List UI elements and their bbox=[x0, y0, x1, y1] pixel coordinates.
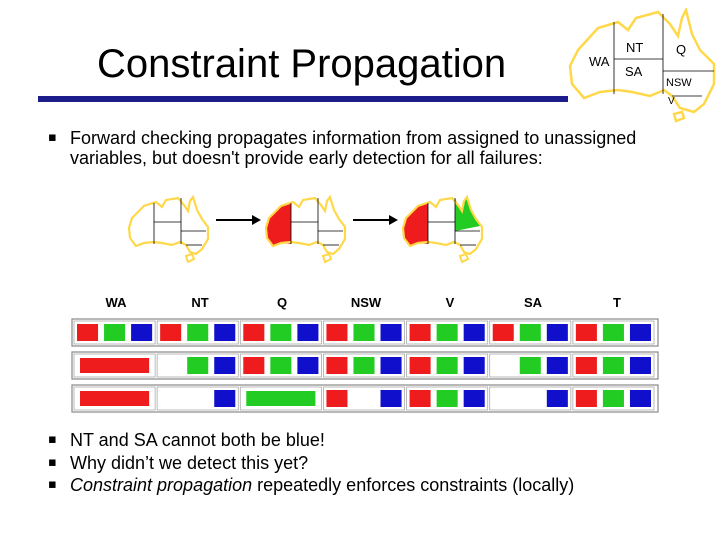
column-header-t: T bbox=[613, 295, 621, 310]
domain-value-b bbox=[214, 324, 236, 341]
domain-value-r bbox=[326, 390, 348, 407]
domain-value-b bbox=[463, 324, 485, 341]
bullet-item: ▪ Forward checking propagates informatio… bbox=[48, 128, 648, 168]
domain-value-g bbox=[602, 357, 624, 374]
domain-value-r bbox=[160, 324, 182, 341]
tasmania-outline bbox=[672, 110, 686, 123]
filled-region-wa bbox=[403, 203, 428, 246]
domain-value-b bbox=[380, 324, 402, 341]
domain-value-g bbox=[246, 391, 316, 406]
bullet-text: NT and SA cannot both be blue! bbox=[70, 430, 325, 450]
domain-value-b bbox=[629, 357, 651, 374]
domain-value-r bbox=[575, 390, 597, 407]
tasmania-shape bbox=[184, 252, 196, 264]
domain-value-g bbox=[519, 324, 541, 341]
domain-value-b bbox=[297, 357, 319, 374]
domain-value-r bbox=[409, 357, 431, 374]
bottom-bullet-list: ▪ NT and SA cannot both be blue! ▪ Why d… bbox=[48, 430, 688, 498]
title-underline bbox=[38, 96, 568, 102]
column-header-v: V bbox=[446, 295, 455, 310]
region-label-v: V bbox=[668, 96, 675, 107]
progress-map-2 bbox=[264, 194, 347, 264]
domain-value-b bbox=[463, 357, 485, 374]
domain-value-g bbox=[270, 324, 292, 341]
domain-value-g bbox=[602, 324, 624, 341]
domain-value-g bbox=[436, 390, 458, 407]
domain-value-g bbox=[436, 324, 458, 341]
domain-value-r bbox=[409, 390, 431, 407]
domain-value-b bbox=[463, 390, 485, 407]
domain-value-r bbox=[575, 357, 597, 374]
domain-value-g bbox=[187, 324, 209, 341]
tasmania-shape bbox=[321, 252, 333, 264]
domain-value-r bbox=[243, 357, 265, 374]
domain-value-b bbox=[546, 390, 568, 407]
progress-map-1 bbox=[128, 194, 210, 264]
column-header-wa: WA bbox=[106, 295, 128, 310]
domain-value-g bbox=[353, 324, 375, 341]
progress-map-3 bbox=[401, 194, 484, 264]
tasmania-shape bbox=[458, 252, 470, 264]
domain-value-g bbox=[602, 390, 624, 407]
bullet-item: ▪ Why didn’t we detect this yet? bbox=[48, 453, 688, 473]
slide-title: Constraint Propagation bbox=[97, 42, 507, 86]
bullet-emphasis: Constraint propagation bbox=[70, 475, 253, 495]
region-label-nsw: NSW bbox=[666, 77, 692, 89]
column-header-sa: SA bbox=[524, 295, 543, 310]
domain-value-r bbox=[80, 358, 150, 373]
domain-value-b bbox=[546, 357, 568, 374]
domain-value-b bbox=[131, 324, 153, 341]
bullet-square-icon: ▪ bbox=[48, 130, 57, 145]
map-outline bbox=[401, 194, 484, 256]
domain-value-g bbox=[436, 357, 458, 374]
bullet-text: Why didn’t we detect this yet? bbox=[70, 452, 309, 473]
domain-value-b bbox=[297, 324, 319, 341]
bullet-item: ▪ NT and SA cannot both be blue! bbox=[48, 430, 688, 450]
map-outline bbox=[128, 194, 210, 256]
top-bullet-list: ▪ Forward checking propagates informatio… bbox=[48, 128, 648, 168]
domain-value-r bbox=[243, 324, 265, 341]
column-header-q: Q bbox=[277, 295, 287, 310]
filled-region-q bbox=[455, 197, 480, 231]
column-header-nsw: NSW bbox=[351, 295, 382, 310]
domain-table: WA NT Q NSW V SA T bbox=[71, 295, 659, 413]
domain-value-r bbox=[409, 324, 431, 341]
domain-value-g bbox=[353, 357, 375, 374]
domain-value-r bbox=[80, 391, 150, 406]
domain-value-b bbox=[629, 390, 651, 407]
region-label-wa: WA bbox=[589, 54, 610, 69]
domain-value-g bbox=[104, 324, 126, 341]
domain-value-r bbox=[326, 324, 348, 341]
forward-checking-progress bbox=[128, 194, 484, 264]
region-label-q: Q bbox=[676, 42, 686, 57]
bullet-square-icon: ▪ bbox=[48, 432, 57, 447]
filled-region-wa bbox=[266, 203, 291, 246]
domain-value-g bbox=[270, 357, 292, 374]
step-arrow-icon bbox=[389, 215, 398, 225]
domain-value-b bbox=[214, 357, 236, 374]
domain-value-b bbox=[380, 390, 402, 407]
australia-outline bbox=[568, 8, 716, 114]
bullet-square-icon: ▪ bbox=[48, 477, 57, 492]
region-label-sa: SA bbox=[625, 64, 643, 79]
domain-value-b bbox=[380, 357, 402, 374]
bullet-square-icon: ▪ bbox=[48, 454, 57, 470]
domain-value-g bbox=[519, 357, 541, 374]
australia-map: WA NT SA Q NSW V bbox=[568, 8, 716, 123]
column-header-nt: NT bbox=[191, 295, 208, 310]
domain-value-r bbox=[77, 324, 99, 341]
domain-value-b bbox=[214, 390, 236, 407]
bullet-item: ▪ Constraint propagation repeatedly enfo… bbox=[48, 475, 688, 495]
region-label-nt: NT bbox=[626, 40, 643, 55]
bullet-text: Forward checking propagates information … bbox=[70, 128, 637, 168]
domain-value-r bbox=[326, 357, 348, 374]
map-outline bbox=[264, 194, 347, 256]
domain-value-r bbox=[575, 324, 597, 341]
domain-value-g bbox=[187, 357, 209, 374]
domain-value-b bbox=[629, 324, 651, 341]
step-arrow-icon bbox=[252, 215, 261, 225]
domain-value-b bbox=[546, 324, 568, 341]
bullet-text: repeatedly enforces constraints (locally… bbox=[252, 475, 575, 495]
domain-value-r bbox=[492, 324, 514, 341]
